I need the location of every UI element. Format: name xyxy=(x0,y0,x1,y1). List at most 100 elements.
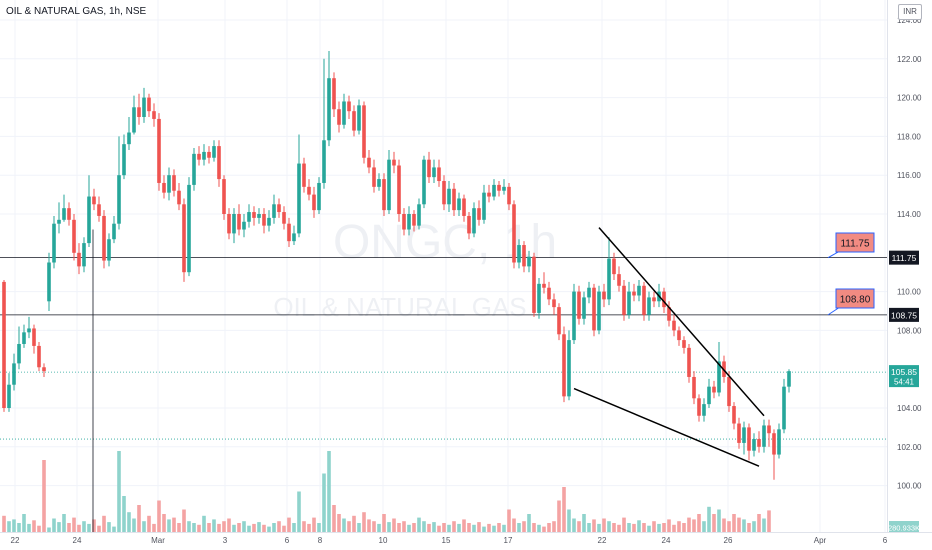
candle-body xyxy=(2,281,6,408)
candle-body xyxy=(172,175,176,191)
candle-body xyxy=(737,423,741,443)
volume-bar xyxy=(677,521,681,532)
volume-bar xyxy=(742,519,746,532)
time-axis-tick: 6 xyxy=(285,536,290,545)
candle xyxy=(142,87,146,123)
candle-body xyxy=(27,328,31,333)
candle xyxy=(662,287,666,313)
candle-body xyxy=(597,291,601,331)
volume-axis-badge xyxy=(889,521,919,533)
volume-bar xyxy=(92,519,96,532)
candle xyxy=(517,239,521,269)
volume-bar xyxy=(397,523,401,532)
candle xyxy=(287,217,291,247)
candle xyxy=(527,250,531,273)
volume-bar xyxy=(512,518,516,532)
time-axis-tick: Mar xyxy=(151,536,165,545)
candle xyxy=(742,421,746,455)
candle xyxy=(762,419,766,453)
candle xyxy=(477,200,481,226)
volume-bar xyxy=(482,526,486,532)
volume-bar xyxy=(147,515,151,532)
candle-body xyxy=(507,186,511,205)
volume-bar xyxy=(57,522,61,532)
candle xyxy=(212,140,216,162)
candle-body xyxy=(352,111,356,131)
time-axis-tick: 22 xyxy=(598,536,607,545)
candle xyxy=(62,194,66,222)
candle-body xyxy=(107,239,111,261)
candle xyxy=(777,423,781,459)
volume-bar xyxy=(412,523,416,532)
volume-bar xyxy=(737,517,741,532)
grid xyxy=(0,0,887,532)
candle-body xyxy=(567,340,571,397)
candle-body xyxy=(387,159,391,211)
candle xyxy=(92,188,96,211)
level-callout-label: 108.80 xyxy=(840,295,871,306)
volume-bar xyxy=(292,523,296,532)
volume-bar xyxy=(612,523,616,532)
candle xyxy=(312,186,316,218)
currency-badge[interactable]: INR xyxy=(898,4,922,20)
candle-body xyxy=(627,291,631,315)
candle xyxy=(747,423,751,461)
candle-body xyxy=(547,287,551,300)
candle-body xyxy=(287,223,291,242)
volume-bar xyxy=(142,521,146,532)
candle xyxy=(167,167,171,201)
candle-body xyxy=(417,204,421,226)
candle-body xyxy=(697,398,701,416)
volume-bar xyxy=(527,514,531,532)
candle xyxy=(627,281,631,319)
candle-body xyxy=(487,192,491,197)
volume-bar xyxy=(277,521,281,532)
volume-bar xyxy=(87,523,91,532)
volume-bar xyxy=(592,519,596,532)
candle xyxy=(27,316,31,339)
candle-body xyxy=(577,291,581,319)
candle-body xyxy=(747,427,751,451)
volume-bar xyxy=(2,515,6,532)
candle-body xyxy=(112,223,116,240)
volume-bar xyxy=(112,526,116,532)
candle xyxy=(17,326,21,370)
time-axis-tick: 22 xyxy=(11,536,20,545)
candle xyxy=(402,208,406,236)
candle xyxy=(487,184,491,203)
candle-body xyxy=(157,118,161,183)
candle xyxy=(727,371,731,412)
candle-body xyxy=(782,386,786,430)
candle-body xyxy=(452,188,456,211)
candle xyxy=(557,303,561,341)
volume-bar xyxy=(377,523,381,532)
candle-body xyxy=(557,307,561,335)
volume-bar xyxy=(467,523,471,532)
volume-bar xyxy=(37,525,41,532)
candle-body xyxy=(732,406,736,424)
candle-body xyxy=(247,212,251,222)
candle-body xyxy=(257,214,261,218)
candle xyxy=(752,433,756,457)
candle-body xyxy=(312,194,316,211)
candle-body xyxy=(457,198,461,211)
candle-body xyxy=(422,159,426,205)
candle-body xyxy=(227,214,231,234)
volume-bar xyxy=(352,515,356,532)
axis-level-label: 111.75 xyxy=(892,253,917,263)
volume-bar xyxy=(452,521,456,532)
volume-bar xyxy=(767,510,771,532)
time-axis-tick: 24 xyxy=(73,536,82,545)
candle-body xyxy=(132,107,136,133)
volume-bar xyxy=(362,512,366,532)
volume-bar xyxy=(42,460,46,532)
volume-bar xyxy=(287,517,291,532)
volume-bar xyxy=(537,524,541,532)
candle xyxy=(372,159,376,193)
candle-body xyxy=(542,283,546,288)
volume-bar xyxy=(747,523,751,532)
candle-body xyxy=(677,330,681,341)
volume-bar xyxy=(402,521,406,532)
volume-bar xyxy=(282,525,286,532)
